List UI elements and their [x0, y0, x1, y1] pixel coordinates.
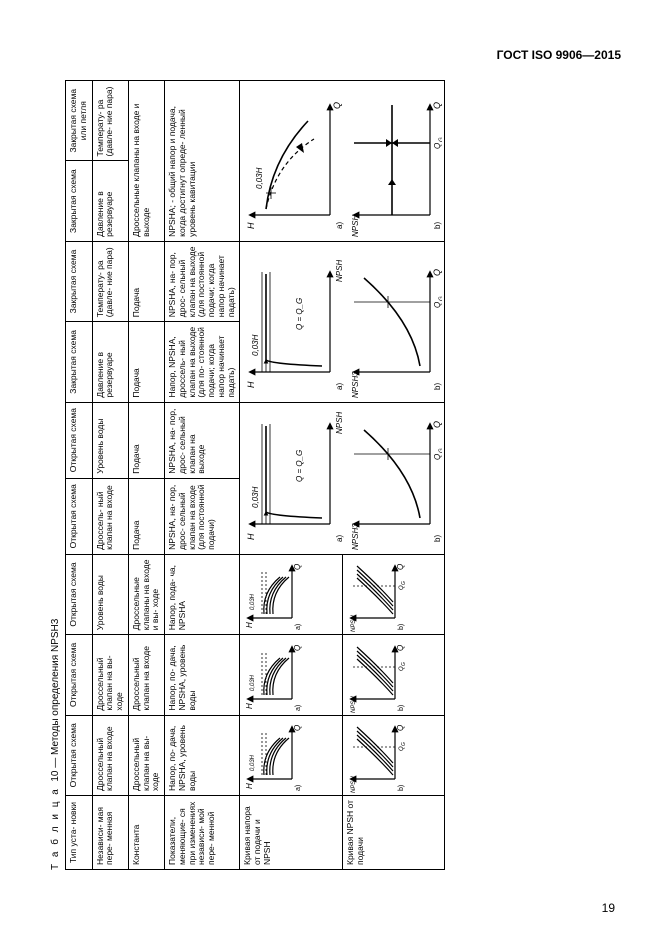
diagram-cell: H Q 0,03H a): [240, 715, 343, 795]
svg-text:G: G: [439, 448, 442, 453]
svg-text:0,03H: 0,03H: [255, 167, 264, 189]
svg-text:b): b): [398, 704, 405, 710]
svg-text:Q: Q: [399, 666, 405, 671]
svg-text:Q: Q: [293, 644, 302, 650]
row-label: Константа: [128, 795, 164, 869]
svg-text:0,03H: 0,03H: [250, 754, 256, 771]
svg-text:H: H: [246, 533, 256, 540]
svg-text:a): a): [295, 624, 302, 630]
svg-text:H: H: [245, 622, 254, 628]
svg-text:NPSH: NPSH: [351, 776, 357, 793]
npsh-table: Тип уста- новки Открытая схема Открытая …: [65, 80, 445, 870]
col-header: Открытая схема: [66, 554, 93, 634]
col-header: Закрытая схема или петля: [66, 81, 93, 161]
svg-text:0,03H: 0,03H: [250, 594, 256, 611]
svg-text:Q: Q: [433, 301, 442, 307]
row-label: Кривая напора от подачи и NPSH: [240, 795, 343, 869]
diagram-cell: HNPSH0,03HQ = Q_Ga) NPSH3QQGb): [240, 402, 445, 554]
col-header: Открытая схема: [66, 635, 93, 715]
svg-text:0,03H: 0,03H: [251, 334, 260, 356]
svg-text:Q = Q_G: Q = Q_G: [295, 297, 304, 329]
svg-text:Q: Q: [433, 143, 442, 149]
svg-text:H: H: [245, 703, 254, 709]
svg-text:NPSH3: NPSH3: [351, 370, 360, 397]
row-label: Независи- мая пере- менная: [92, 795, 128, 869]
svg-text:0,03H: 0,03H: [251, 486, 260, 508]
svg-text:G: G: [401, 581, 405, 585]
svg-text:Q: Q: [293, 564, 302, 570]
svg-text:NPSH: NPSH: [351, 695, 357, 712]
row-label: Показатели, меняющие- ся при изменениях …: [165, 795, 240, 869]
svg-text:H: H: [246, 222, 256, 229]
svg-text:b): b): [433, 534, 442, 541]
svg-text:b): b): [433, 382, 442, 389]
svg-text:b): b): [433, 221, 442, 228]
diagram-cell: HNPSH0,03HQ = Q_Ga) NPSH3QQGb): [240, 241, 445, 402]
row-label: Кривая NPSH от подачи: [342, 795, 445, 869]
svg-text:NPSH3: NPSH3: [351, 523, 360, 550]
svg-text:Q: Q: [396, 644, 405, 650]
table-row: Независи- мая пере- менная Дроссельный к…: [92, 81, 128, 870]
svg-text:Q: Q: [432, 421, 442, 428]
col-header: Закрытая схема: [66, 161, 93, 241]
svg-text:Q: Q: [399, 585, 405, 590]
svg-text:Q: Q: [332, 102, 342, 109]
page-number: 19: [602, 901, 615, 915]
col-header: Открытая схема: [66, 402, 93, 478]
svg-text:NPSH: NPSH: [335, 260, 344, 282]
svg-text:Q: Q: [396, 725, 405, 731]
svg-text:NPSH: NPSH: [351, 214, 360, 236]
svg-text:Q = Q_G: Q = Q_G: [295, 450, 304, 482]
svg-text:Q: Q: [293, 725, 302, 731]
col-header: Открытая схема: [66, 478, 93, 554]
svg-text:H: H: [245, 783, 254, 789]
table-row: Кривая напора от подачи и NPSH H Q 0,03H a)…: [240, 81, 343, 870]
diagram-cell: HQ0,03Ha) NPSHQQGb): [240, 81, 445, 242]
table-row: Тип уста- новки Открытая схема Открытая …: [66, 81, 93, 870]
svg-text:NPSH: NPSH: [335, 412, 344, 434]
svg-text:Q: Q: [432, 102, 442, 109]
svg-text:Q: Q: [396, 564, 405, 570]
svg-text:b): b): [398, 785, 405, 791]
svg-text:G: G: [401, 662, 405, 666]
svg-text:a): a): [295, 704, 302, 710]
svg-text:a): a): [335, 221, 344, 228]
svg-text:a): a): [295, 785, 302, 791]
table-caption: Т а б л и ц а 10 — Методы определения NP…: [50, 80, 61, 870]
col-header: Закрытая схема: [66, 322, 93, 402]
diagram-cell: NPSHQQGb): [342, 715, 445, 795]
svg-text:H: H: [246, 381, 256, 388]
svg-text:a): a): [335, 534, 344, 541]
col-header: Закрытая схема: [66, 241, 93, 321]
diagram-cell: NPSHQQGb): [342, 554, 445, 634]
table-row: Константа Дроссельный клапан на вы- ходе…: [128, 81, 164, 870]
svg-text:Q: Q: [399, 746, 405, 751]
svg-text:b): b): [398, 624, 405, 630]
col-header: Открытая схема: [66, 715, 93, 795]
svg-text:a): a): [335, 382, 344, 389]
col-header: Тип уста- новки: [66, 795, 93, 869]
diagram-cell: NPSHQQGb): [342, 635, 445, 715]
svg-text:G: G: [439, 296, 442, 301]
svg-text:G: G: [401, 742, 405, 746]
svg-text:0,03H: 0,03H: [250, 674, 256, 691]
table-row: Показатели, меняющие- ся при изменениях …: [165, 81, 240, 870]
svg-text:Q: Q: [433, 454, 442, 460]
diagram-cell: H Q 0,03H a): [240, 554, 343, 634]
diagram-cell: H Q 0,03H a): [240, 635, 343, 715]
svg-text:Q: Q: [432, 269, 442, 276]
svg-text:G: G: [439, 137, 442, 142]
svg-text:NPSH: NPSH: [351, 615, 357, 632]
page-header: ГОСТ ISO 9906—2015: [50, 48, 621, 62]
